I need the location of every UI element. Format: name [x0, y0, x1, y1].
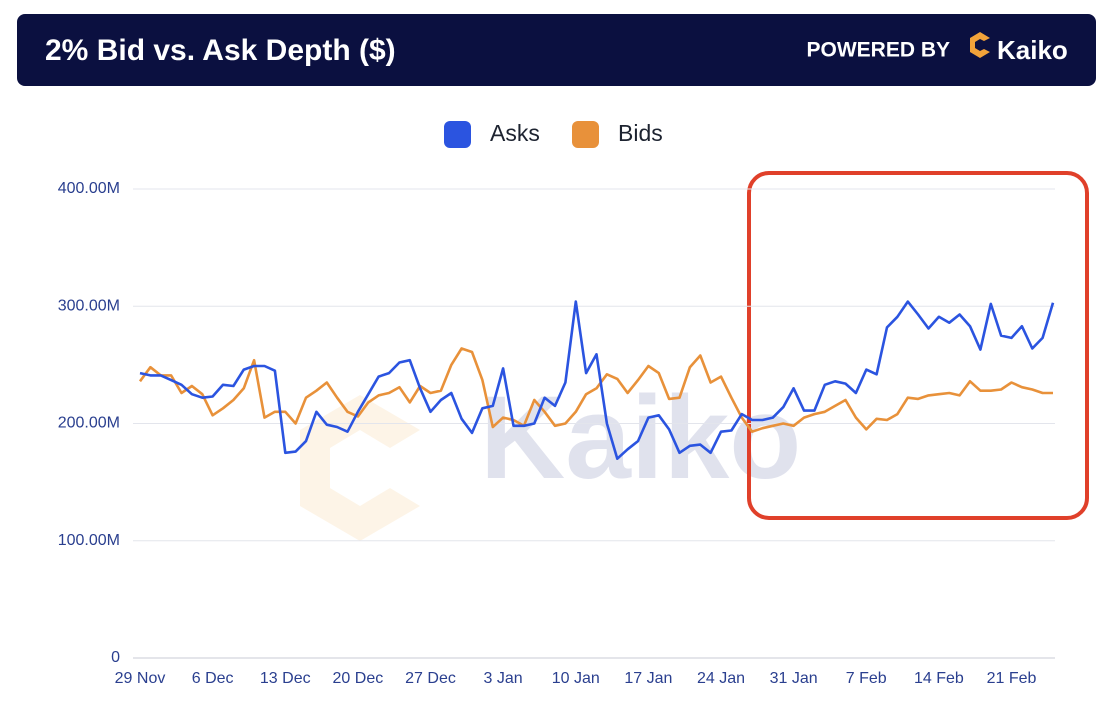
- watermark-logo: [300, 395, 420, 541]
- series-line: [139, 300, 1055, 460]
- series-line: [138, 347, 1053, 433]
- x-tick-label: 21 Feb: [987, 670, 1037, 687]
- x-tick-label: 14 Feb: [914, 670, 964, 687]
- x-tick-label: 31 Jan: [770, 670, 818, 687]
- x-tick-label: 6 Dec: [192, 670, 234, 687]
- header-title: 2% Bid vs. Ask Depth ($): [45, 34, 396, 67]
- x-tick-label: 27 Dec: [405, 670, 456, 687]
- y-tick-label: 0: [111, 649, 120, 666]
- x-tick-label: 17 Jan: [624, 670, 672, 687]
- x-tick-label: 13 Dec: [260, 670, 311, 687]
- x-tick-label: 29 Nov: [115, 670, 166, 687]
- x-tick-label: 7 Feb: [846, 670, 887, 687]
- legend-label: Bids: [618, 120, 663, 146]
- y-tick-label: 100.00M: [58, 532, 120, 549]
- x-tick-label: 24 Jan: [697, 670, 745, 687]
- brand-logo: [970, 32, 990, 58]
- y-tick-label: 300.00M: [58, 297, 120, 314]
- header-bar: [17, 14, 1096, 86]
- y-tick-label: 200.00M: [58, 415, 120, 432]
- powered-by: POWERED BY: [806, 39, 950, 62]
- brand-name: Kaiko: [997, 35, 1068, 65]
- legend-swatch: [572, 121, 599, 148]
- y-tick-label: 400.00M: [58, 180, 120, 197]
- x-tick-label: 10 Jan: [552, 670, 600, 687]
- x-tick-label: 3 Jan: [484, 670, 523, 687]
- x-tick-label: 20 Dec: [333, 670, 384, 687]
- legend-label: Asks: [490, 120, 540, 146]
- highlight-box: [747, 171, 1089, 520]
- legend-swatch: [444, 121, 471, 148]
